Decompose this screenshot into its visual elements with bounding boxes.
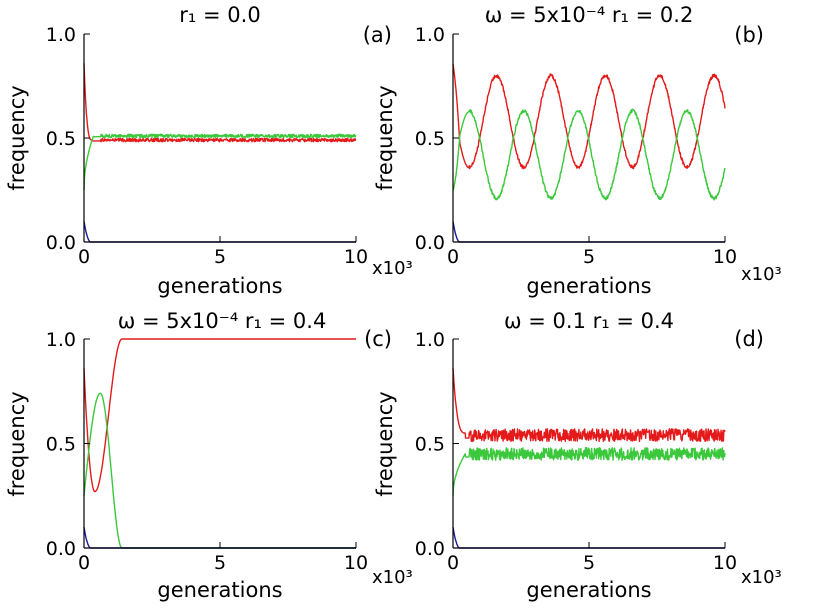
- series-green-line: [83, 392, 357, 549]
- y-tick-label: 1.0: [415, 329, 445, 351]
- x-tick-label: 0: [78, 552, 90, 574]
- x-tick-label: 10: [713, 246, 737, 268]
- plot-area: 0.0 0.5 1.0 0 5 10: [46, 24, 368, 268]
- plot-area: 0.0 0.5 1.0 0 5 10: [415, 329, 737, 574]
- y-tick-label: 0.0: [415, 232, 445, 254]
- panel-title: ω = 5x10⁻⁴ r₁ = 0.2: [485, 3, 694, 27]
- x-tick-label: 5: [214, 552, 226, 574]
- x-axis-label: generations: [526, 578, 651, 602]
- series-red-line: [452, 368, 726, 443]
- y-tick-label: 0.0: [415, 538, 445, 560]
- y-axis-label: frequency: [5, 85, 29, 190]
- x-tick-label: 5: [214, 246, 226, 268]
- y-tick-label: 0.0: [46, 538, 76, 560]
- y-tick-label: 0.5: [415, 434, 445, 456]
- x-tick-label: 0: [78, 246, 90, 268]
- y-tick-label: 0.0: [46, 232, 76, 254]
- y-tick-label: 0.5: [46, 434, 76, 456]
- y-tick-label: 0.5: [415, 128, 445, 150]
- x-scale-label: x10³: [741, 264, 782, 285]
- panel-title: ω = 5x10⁻⁴ r₁ = 0.4: [118, 309, 327, 333]
- x-axis-label: generations: [526, 274, 651, 298]
- panel-label: (d): [734, 327, 764, 351]
- panel-a: r₁ = 0.0 (a) frequency generations x10³ …: [5, 3, 413, 298]
- panel-label: (b): [734, 23, 764, 47]
- x-scale-label: x10³: [741, 567, 782, 588]
- x-tick-label: 10: [344, 552, 368, 574]
- x-scale-label: x10³: [372, 258, 413, 279]
- x-axis-label: generations: [157, 578, 282, 602]
- y-axis-label: frequency: [373, 85, 397, 190]
- series-green-line: [452, 108, 726, 201]
- y-axis-label: frequency: [5, 391, 29, 496]
- series-green-line: [452, 447, 726, 496]
- series-red-line: [452, 63, 726, 170]
- panel-title: ω = 0.1 r₁ = 0.4: [504, 309, 674, 333]
- panel-d: ω = 0.1 r₁ = 0.4 (d) frequency generatio…: [373, 309, 782, 602]
- y-tick-label: 1.0: [415, 24, 445, 46]
- series-red-line: [83, 63, 357, 143]
- panel-label: (c): [364, 327, 392, 351]
- panel-label: (a): [363, 23, 392, 47]
- x-tick-label: 10: [344, 246, 368, 268]
- x-scale-label: x10³: [372, 567, 413, 588]
- y-tick-label: 0.5: [46, 128, 76, 150]
- y-axis-label: frequency: [373, 391, 397, 496]
- series-red-line: [83, 338, 357, 493]
- panel-title: r₁ = 0.0: [179, 3, 260, 27]
- panel-b: ω = 5x10⁻⁴ r₁ = 0.2 (b) frequency genera…: [373, 3, 782, 298]
- x-tick-label: 5: [583, 246, 595, 268]
- x-axis-label: generations: [157, 274, 282, 298]
- series-green-line: [83, 133, 357, 191]
- panel-c: ω = 5x10⁻⁴ r₁ = 0.4 (c) frequency genera…: [5, 309, 413, 602]
- x-tick-label: 0: [447, 552, 459, 574]
- x-tick-label: 5: [583, 552, 595, 574]
- plot-area: 0.0 0.5 1.0 0 5 10: [415, 24, 737, 268]
- y-tick-label: 1.0: [46, 24, 76, 46]
- y-tick-label: 1.0: [46, 329, 76, 351]
- x-tick-label: 10: [713, 552, 737, 574]
- plot-area: 0.0 0.5 1.0 0 5 10: [46, 329, 368, 574]
- x-tick-label: 0: [447, 246, 459, 268]
